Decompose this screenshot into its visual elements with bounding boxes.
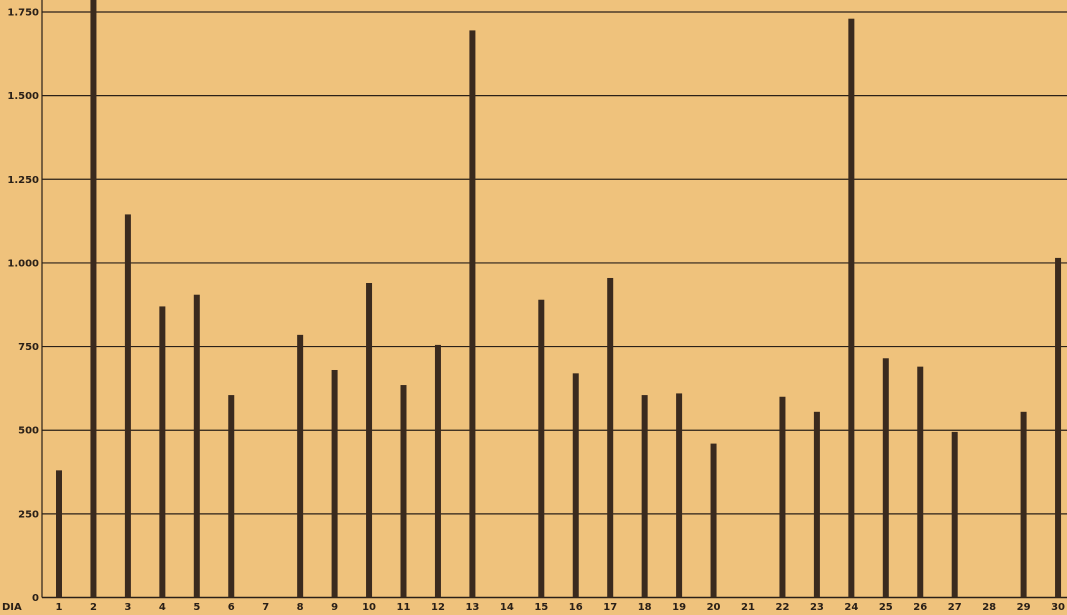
bar-day-12 bbox=[434, 344, 441, 598]
grid-lines bbox=[41, 0, 1067, 599]
x-tick-label: 12 bbox=[431, 602, 445, 613]
bar-day-9 bbox=[331, 369, 338, 598]
x-tick-label: 11 bbox=[397, 602, 411, 613]
x-tick-label: 8 bbox=[297, 602, 304, 613]
y-tick-labels: 0 250 500 750 1.000 1.250 1.500 1.750 bbox=[7, 8, 39, 605]
bar-day-8 bbox=[297, 334, 304, 598]
x-tick-label: 15 bbox=[534, 602, 548, 613]
x-tick-label: 25 bbox=[879, 602, 893, 613]
x-tick-label: 9 bbox=[331, 602, 338, 613]
bar-day-6 bbox=[228, 395, 235, 598]
bar-day-2 bbox=[90, 0, 97, 598]
y-tick-label: 1.500 bbox=[7, 91, 39, 102]
x-tick-label: 1 bbox=[56, 602, 63, 613]
x-tick-label: 23 bbox=[810, 602, 824, 613]
bar-day-1 bbox=[56, 470, 62, 598]
x-tick-label: 2 bbox=[90, 602, 97, 613]
x-tick-label: 30 bbox=[1051, 602, 1065, 613]
x-tick-label: 24 bbox=[844, 602, 858, 613]
bar-day-5 bbox=[193, 294, 200, 598]
x-tick-label: 14 bbox=[500, 602, 514, 613]
bar-day-11 bbox=[400, 385, 407, 598]
y-tick-label: 1.000 bbox=[7, 258, 39, 269]
bar-day-27 bbox=[951, 431, 958, 598]
y-tick-label: 1.750 bbox=[7, 8, 39, 19]
x-tick-label: 17 bbox=[603, 602, 617, 613]
y-tick-label: 1.250 bbox=[7, 175, 39, 186]
bar-day-23 bbox=[813, 411, 820, 598]
y-tick-label: 750 bbox=[18, 342, 39, 353]
x-tick-label: 13 bbox=[465, 602, 479, 613]
y-tick-label: 500 bbox=[18, 426, 39, 437]
bar-day-16 bbox=[572, 373, 579, 598]
bar-day-3 bbox=[124, 214, 131, 598]
bar-day-25 bbox=[882, 358, 889, 598]
x-tick-label: 6 bbox=[228, 602, 235, 613]
x-tick-label: 3 bbox=[124, 602, 131, 613]
x-tick-labels: 1 2 3 4 5 6 7 8 9 10 11 12 13 14 15 16 17 18 19 20 21 22 23 24 2… bbox=[56, 602, 1066, 613]
x-tick-label: 19 bbox=[672, 602, 686, 613]
x-tick-label: 28 bbox=[982, 602, 996, 613]
x-axis-prefix-label: DIA bbox=[2, 602, 22, 613]
x-tick-label: 18 bbox=[638, 602, 652, 613]
y-tick-label: 250 bbox=[18, 509, 39, 520]
bar-day-29 bbox=[1020, 411, 1027, 598]
bar-day-22 bbox=[779, 396, 786, 598]
bar-day-19 bbox=[676, 393, 683, 598]
bar-day-17 bbox=[607, 277, 614, 598]
bar-day-18 bbox=[641, 395, 648, 598]
bar-day-24 bbox=[848, 18, 855, 598]
bar-day-4 bbox=[159, 306, 166, 598]
bar-day-26 bbox=[917, 366, 924, 598]
x-tick-label: 16 bbox=[569, 602, 583, 613]
bar-day-15 bbox=[538, 299, 545, 598]
bar-day-13 bbox=[469, 30, 476, 598]
x-tick-label: 22 bbox=[775, 602, 789, 613]
bars bbox=[56, 0, 1062, 598]
bar-day-10 bbox=[366, 283, 373, 598]
x-tick-label: 21 bbox=[741, 602, 755, 613]
bar-day-30 bbox=[1055, 257, 1062, 598]
x-tick-label: 20 bbox=[707, 602, 721, 613]
x-tick-label: 29 bbox=[1017, 602, 1031, 613]
bar-day-20 bbox=[710, 443, 717, 598]
x-tick-label: 5 bbox=[193, 602, 200, 613]
x-tick-label: 7 bbox=[262, 602, 269, 613]
x-tick-label: 10 bbox=[362, 602, 376, 613]
x-tick-label: 4 bbox=[159, 602, 166, 613]
y-tick-label: 0 bbox=[32, 593, 39, 604]
x-tick-label: 27 bbox=[948, 602, 962, 613]
x-tick-label: 26 bbox=[913, 602, 927, 613]
